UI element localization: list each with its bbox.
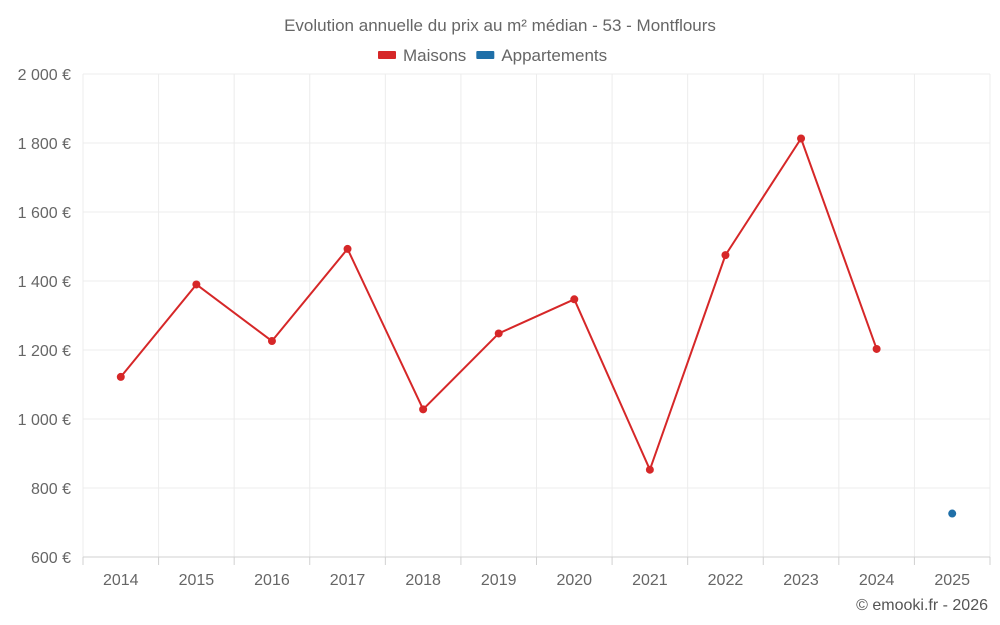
data-point-maisons-2021[interactable] bbox=[645, 465, 654, 474]
series-layer bbox=[116, 134, 957, 518]
data-point-maisons-2016[interactable] bbox=[267, 337, 276, 346]
x-tick-label: 2024 bbox=[859, 572, 895, 589]
y-tick-label: 800 € bbox=[31, 481, 71, 498]
x-tick-label: 2014 bbox=[103, 572, 139, 589]
legend-item-maisons[interactable]: Maisons bbox=[378, 46, 466, 65]
legend-swatch bbox=[476, 51, 495, 59]
series-maisons bbox=[116, 134, 881, 474]
data-point-maisons-2018[interactable] bbox=[419, 405, 428, 414]
x-tick-label: 2025 bbox=[934, 572, 970, 589]
y-tick-label: 1 000 € bbox=[18, 412, 71, 429]
y-tick-label: 600 € bbox=[31, 550, 71, 567]
legend-label: Maisons bbox=[403, 46, 466, 65]
x-tick-label: 2022 bbox=[708, 572, 744, 589]
data-point-maisons-2020[interactable] bbox=[570, 295, 579, 304]
y-tick-label: 1 400 € bbox=[18, 274, 71, 291]
data-point-maisons-2024[interactable] bbox=[872, 344, 881, 353]
legend-item-appartements[interactable]: Appartements bbox=[476, 46, 607, 65]
data-point-maisons-2022[interactable] bbox=[721, 251, 730, 260]
y-tick-label: 1 800 € bbox=[18, 136, 71, 153]
y-tick-label: 1 200 € bbox=[18, 343, 71, 360]
series-appartements bbox=[948, 509, 957, 518]
data-point-maisons-2017[interactable] bbox=[343, 244, 352, 253]
data-point-appartements-2025[interactable] bbox=[948, 509, 957, 518]
x-tick-label: 2020 bbox=[556, 572, 592, 589]
data-point-maisons-2015[interactable] bbox=[192, 280, 201, 289]
credit-text: © emooki.fr - 2026 bbox=[856, 597, 988, 614]
x-tick-label: 2016 bbox=[254, 572, 290, 589]
chart-legend: Maisons Appartements bbox=[378, 46, 607, 65]
chart-title: Evolution annuelle du prix au m² médian … bbox=[284, 16, 716, 35]
y-tick-label: 1 600 € bbox=[18, 205, 71, 222]
data-point-maisons-2019[interactable] bbox=[494, 329, 503, 338]
x-tick-label: 2023 bbox=[783, 572, 819, 589]
y-tick-label: 2 000 € bbox=[18, 67, 71, 84]
data-point-maisons-2023[interactable] bbox=[797, 134, 806, 143]
x-tick-label: 2018 bbox=[405, 572, 441, 589]
legend-swatch bbox=[378, 51, 396, 59]
y-axis: 600 € 800 € 1 000 € 1 200 € 1 400 € 1 600 € 1 … bbox=[18, 67, 71, 567]
x-axis: 2014 2015 2016 2017 2018 2019 2020 2021 2022 2023… bbox=[82, 556, 991, 589]
x-tick-label: 2019 bbox=[481, 572, 517, 589]
x-tick-label: 2021 bbox=[632, 572, 668, 589]
data-point-maisons-2014[interactable] bbox=[116, 372, 125, 381]
x-tick-label: 2017 bbox=[330, 572, 366, 589]
legend-label: Appartements bbox=[501, 46, 607, 65]
x-tick-label: 2015 bbox=[179, 572, 215, 589]
